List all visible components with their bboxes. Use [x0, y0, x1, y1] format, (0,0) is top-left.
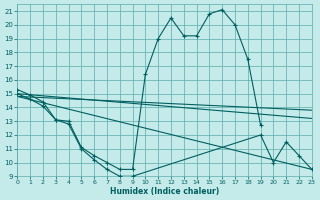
X-axis label: Humidex (Indice chaleur): Humidex (Indice chaleur) [110, 187, 219, 196]
